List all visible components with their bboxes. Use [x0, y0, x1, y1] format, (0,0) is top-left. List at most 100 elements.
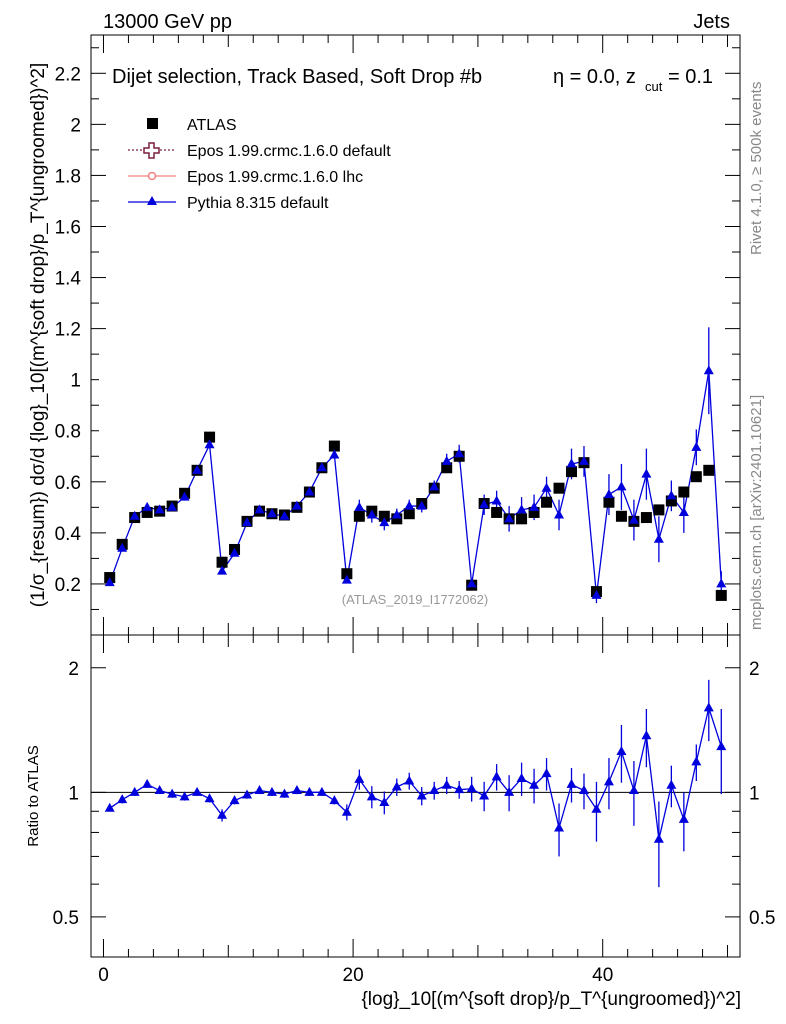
ratio-series-layer [104, 679, 727, 888]
pythia-point [641, 468, 652, 478]
legend-epos-lhc-marker [147, 171, 157, 181]
mcplots-label: mcplots.cern.ch [arXiv:2401.10621] [748, 395, 765, 630]
atlas-point [603, 496, 615, 508]
main-tick-labels: 0.2 0.4 0.6 0.8 1 1.2 1.4 1.6 1.8 2 2.2 [55, 64, 82, 596]
pythia-ratio-point [217, 809, 228, 819]
atlas-point [690, 471, 702, 483]
legend-pythia-marker [147, 196, 157, 205]
pythia-ratio-point [354, 773, 365, 783]
pythia-ratio-point [541, 768, 552, 778]
main-tick-0.4: 0.4 [55, 524, 82, 545]
pythia-ratio-point [142, 778, 153, 788]
pythia-ratio-point [603, 776, 614, 786]
pythia-ratio-point [454, 784, 465, 794]
pythia-point [653, 533, 664, 543]
analysis-id: (ATLAS_2019_I1772062) [342, 592, 488, 607]
pythia-ratio-point [291, 785, 302, 795]
pythia-point [379, 517, 390, 527]
pythia-point [229, 547, 240, 557]
pythia-point [179, 491, 190, 501]
main-tick-1: 1 [70, 371, 81, 392]
atlas-point [541, 496, 553, 508]
atlas-point [353, 510, 365, 522]
pythia-point [678, 506, 689, 516]
pythia-ratio-point [628, 785, 639, 795]
pythia-point [554, 509, 565, 519]
legend-atlas-marker [147, 118, 158, 129]
eta-label: η = 0.0, z [553, 66, 636, 88]
pythia-ratio-point [441, 779, 452, 789]
legend-pythia-label: Pythia 8.315 default [187, 195, 329, 212]
atlas-point [341, 568, 353, 580]
atlas-point [141, 506, 153, 518]
pythia-ratio-point [229, 795, 240, 805]
pythia-ratio-point [429, 785, 440, 795]
pythia-point [691, 441, 702, 451]
pythia-ratio-point [516, 773, 527, 783]
pythia-ratio-point [266, 786, 277, 796]
pythia-ratio-point [204, 793, 215, 803]
pythia-ratio-point [192, 786, 203, 796]
pythia-ratio-point [341, 806, 352, 816]
atlas-point [204, 431, 216, 443]
ratio-tick-left-0.5: 0.5 [53, 908, 79, 929]
pythia-point [391, 509, 402, 519]
atlas-point [328, 440, 340, 452]
pythia-ratio-point [366, 791, 377, 801]
ratio-tick-labels-right: 0.5 1 2 [749, 659, 775, 929]
atlas-point [491, 506, 503, 518]
main-tick-1.2: 1.2 [55, 320, 81, 341]
legend-atlas-label: ATLAS [187, 117, 237, 134]
pythia-point [341, 574, 352, 584]
pythia-point [416, 500, 427, 510]
pythia-point [529, 501, 540, 511]
atlas-point [441, 462, 453, 474]
pythia-point [254, 504, 265, 514]
pythia-ratio-point [391, 781, 402, 791]
pythia-point [329, 449, 340, 459]
pythia-point [154, 504, 165, 514]
pythia-ratio-point [591, 803, 602, 813]
atlas-point [566, 466, 578, 478]
ratio-tick-right-1: 1 [749, 783, 760, 804]
pythia-ratio-point [666, 779, 677, 789]
atlas-point [665, 495, 677, 507]
legend-epos-default-label: Epos 1.99.crmc.1.6.0 default [187, 143, 391, 160]
atlas-point [378, 510, 390, 522]
pythia-point [142, 501, 153, 511]
legend-epos-default-marker [143, 142, 160, 159]
pythia-point [666, 490, 677, 500]
pythia-point [616, 481, 627, 491]
main-tick-0.6: 0.6 [55, 473, 81, 494]
pythia-point [304, 486, 315, 496]
pythia-ratio-point [616, 746, 627, 756]
atlas-point [528, 506, 540, 518]
ratio-tick-left-2: 2 [68, 659, 79, 680]
pythia-point [716, 578, 727, 588]
pythia-point [516, 504, 527, 514]
pythia-point [279, 510, 290, 520]
pythia-point [578, 455, 589, 465]
main-tick-1.4: 1.4 [55, 269, 82, 290]
x-tick-0: 0 [98, 965, 109, 986]
pythia-point [404, 500, 415, 510]
pythia-point [591, 589, 602, 599]
main-tick-2: 2 [70, 115, 81, 136]
ratio-tick-left-1: 1 [68, 783, 79, 804]
atlas-point [553, 482, 565, 494]
atlas-point [403, 508, 415, 520]
ratio-tick-right-0.5: 0.5 [749, 908, 775, 929]
atlas-point [216, 556, 228, 568]
atlas-point [715, 589, 727, 601]
pythia-ratio-point [167, 788, 178, 798]
pythia-ratio-point [703, 702, 714, 712]
pythia-ratio-point [117, 794, 128, 804]
pythia-ratio-point [491, 771, 502, 781]
main-tick-1.6: 1.6 [55, 217, 81, 238]
pythia-ratio-point [529, 779, 540, 789]
zcut-subscript: cut [645, 79, 663, 94]
x-tick-40: 40 [592, 965, 613, 986]
pythia-point [441, 455, 452, 465]
pythia-ratio-point [504, 786, 515, 796]
